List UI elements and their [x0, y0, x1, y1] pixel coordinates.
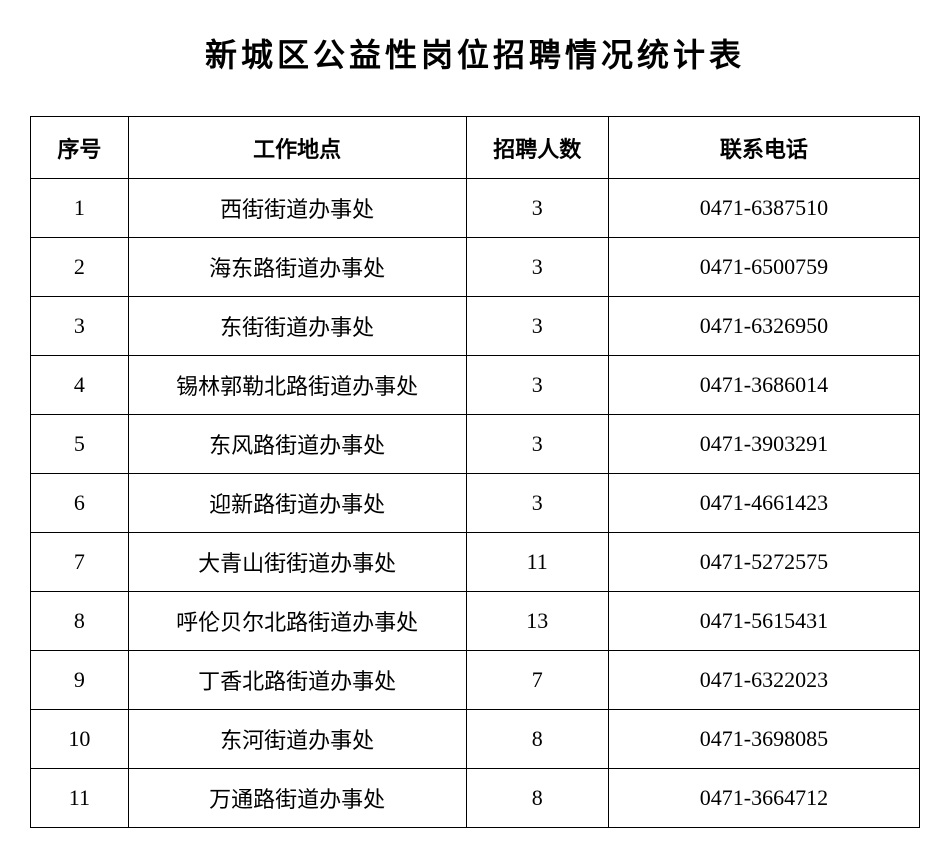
cell-location: 东风路街道办事处 — [128, 415, 466, 474]
cell-seq: 10 — [31, 710, 129, 769]
cell-location: 锡林郭勒北路街道办事处 — [128, 356, 466, 415]
cell-location: 丁香北路街道办事处 — [128, 651, 466, 710]
cell-count: 3 — [466, 297, 608, 356]
cell-seq: 1 — [31, 179, 129, 238]
table-row: 4 锡林郭勒北路街道办事处 3 0471-3686014 — [31, 356, 920, 415]
cell-location: 大青山街街道办事处 — [128, 533, 466, 592]
cell-seq: 7 — [31, 533, 129, 592]
cell-location: 东河街道办事处 — [128, 710, 466, 769]
cell-count: 8 — [466, 769, 608, 828]
cell-phone: 0471-3686014 — [608, 356, 919, 415]
cell-count: 13 — [466, 592, 608, 651]
cell-location: 东街街道办事处 — [128, 297, 466, 356]
page-title: 新城区公益性岗位招聘情况统计表 — [30, 30, 920, 76]
cell-count: 7 — [466, 651, 608, 710]
table-row: 7 大青山街街道办事处 11 0471-5272575 — [31, 533, 920, 592]
table-header-row: 序号 工作地点 招聘人数 联系电话 — [31, 117, 920, 179]
cell-seq: 3 — [31, 297, 129, 356]
recruitment-table: 序号 工作地点 招聘人数 联系电话 1 西街街道办事处 3 0471-63875… — [30, 116, 920, 828]
table-row: 9 丁香北路街道办事处 7 0471-6322023 — [31, 651, 920, 710]
cell-count: 3 — [466, 238, 608, 297]
column-header-count: 招聘人数 — [466, 117, 608, 179]
table-row: 1 西街街道办事处 3 0471-6387510 — [31, 179, 920, 238]
cell-phone: 0471-6326950 — [608, 297, 919, 356]
cell-count: 8 — [466, 710, 608, 769]
cell-seq: 4 — [31, 356, 129, 415]
table-row: 2 海东路街道办事处 3 0471-6500759 — [31, 238, 920, 297]
table-row: 11 万通路街道办事处 8 0471-3664712 — [31, 769, 920, 828]
cell-location: 万通路街道办事处 — [128, 769, 466, 828]
cell-seq: 2 — [31, 238, 129, 297]
cell-count: 11 — [466, 533, 608, 592]
cell-seq: 9 — [31, 651, 129, 710]
table-row: 3 东街街道办事处 3 0471-6326950 — [31, 297, 920, 356]
cell-phone: 0471-3664712 — [608, 769, 919, 828]
cell-location: 海东路街道办事处 — [128, 238, 466, 297]
cell-location: 西街街道办事处 — [128, 179, 466, 238]
cell-count: 3 — [466, 474, 608, 533]
cell-phone: 0471-6387510 — [608, 179, 919, 238]
column-header-seq: 序号 — [31, 117, 129, 179]
column-header-phone: 联系电话 — [608, 117, 919, 179]
cell-location: 呼伦贝尔北路街道办事处 — [128, 592, 466, 651]
table-row: 10 东河街道办事处 8 0471-3698085 — [31, 710, 920, 769]
cell-phone: 0471-3698085 — [608, 710, 919, 769]
cell-count: 3 — [466, 415, 608, 474]
cell-count: 3 — [466, 356, 608, 415]
cell-phone: 0471-3903291 — [608, 415, 919, 474]
column-header-location: 工作地点 — [128, 117, 466, 179]
cell-count: 3 — [466, 179, 608, 238]
table-row: 8 呼伦贝尔北路街道办事处 13 0471-5615431 — [31, 592, 920, 651]
cell-seq: 11 — [31, 769, 129, 828]
cell-phone: 0471-5272575 — [608, 533, 919, 592]
cell-seq: 8 — [31, 592, 129, 651]
cell-phone: 0471-6500759 — [608, 238, 919, 297]
cell-seq: 5 — [31, 415, 129, 474]
cell-phone: 0471-4661423 — [608, 474, 919, 533]
cell-phone: 0471-5615431 — [608, 592, 919, 651]
table-row: 5 东风路街道办事处 3 0471-3903291 — [31, 415, 920, 474]
table-row: 6 迎新路街道办事处 3 0471-4661423 — [31, 474, 920, 533]
cell-phone: 0471-6322023 — [608, 651, 919, 710]
table-body: 1 西街街道办事处 3 0471-6387510 2 海东路街道办事处 3 04… — [31, 179, 920, 828]
cell-location: 迎新路街道办事处 — [128, 474, 466, 533]
cell-seq: 6 — [31, 474, 129, 533]
